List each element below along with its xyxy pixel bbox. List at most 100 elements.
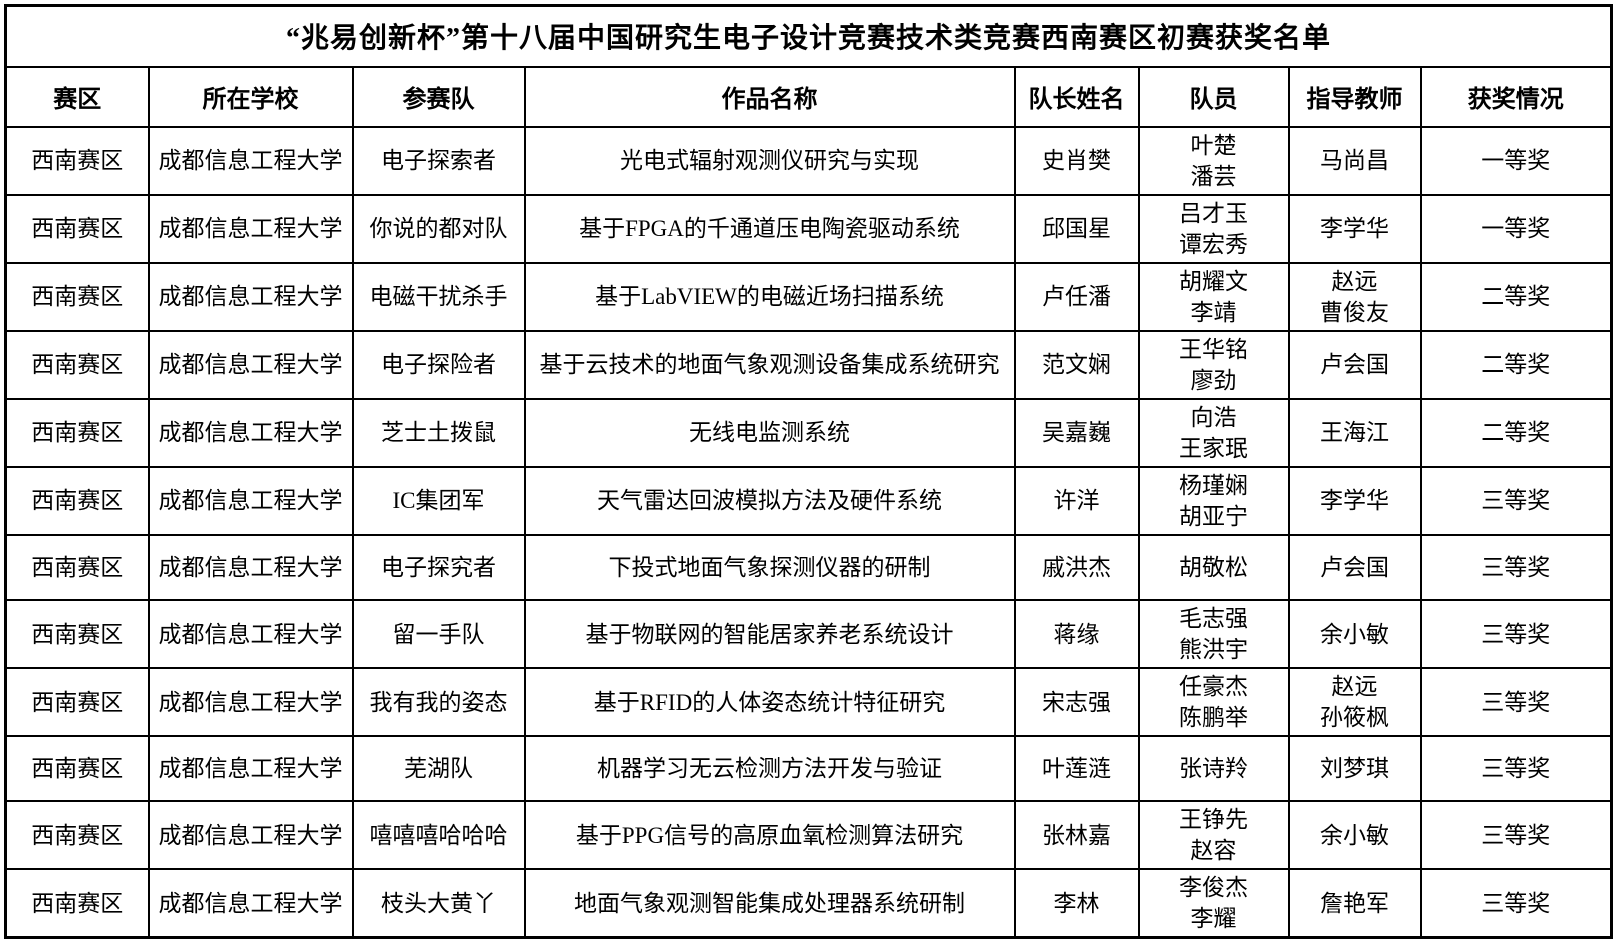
table-row: 西南赛区 成都信息工程大学 电子探索者 光电式辐射观测仪研究与实现 史肖樊 叶楚 潘芸 马尚… xyxy=(4,125,1613,196)
table-row: 西南赛区 成都信息工程大学 嘻嘻嘻哈哈哈 基于PPG信号的高原血氧检测算法研究 张林嘉王… xyxy=(4,800,1613,871)
cell-captain: 邱国星 xyxy=(1013,193,1140,264)
cell-award: 三等奖 xyxy=(1419,735,1613,803)
cell-advisor: 卢会国 xyxy=(1287,534,1422,602)
cell-members: 王华铭 廖劲 xyxy=(1137,329,1290,400)
cell-school: 成都信息工程大学 xyxy=(147,193,354,264)
cell-team: 你说的都对队 xyxy=(351,193,526,264)
cell-team: 嘻嘻嘻哈哈哈 xyxy=(351,800,526,871)
cell-members: 胡耀文 李靖 xyxy=(1137,261,1290,332)
title-row: “兆易创新杯”第十八届中国研究生电子设计竞赛技术类竞赛西南赛区初赛获奖名单 xyxy=(4,4,1613,68)
cell-work: 天气雷达回波模拟方法及硬件系统 xyxy=(523,465,1016,537)
cell-region: 西南赛区 xyxy=(4,800,150,871)
cell-school: 成都信息工程大学 xyxy=(147,397,354,468)
table-row: 西南赛区 成都信息工程大学 电磁干扰杀手 基于LabVIEW的电磁近场扫描系统 卢任潘胡… xyxy=(4,261,1613,332)
cell-award: 三等奖 xyxy=(1419,868,1613,939)
table-body: 西南赛区 成都信息工程大学 电子探索者 光电式辐射观测仪研究与实现 史肖樊 叶楚 潘芸 马尚… xyxy=(4,125,1613,939)
table-row: 西南赛区 成都信息工程大学 芝士土拨鼠 无线电监测系统 吴嘉巍 向浩 王家珉 王海江 二等奖 xyxy=(4,397,1613,468)
cell-region: 西南赛区 xyxy=(4,329,150,400)
column-header-award: 获奖情况 xyxy=(1419,65,1613,128)
cell-work: 基于RFID的人体姿态统计特征研究 xyxy=(523,667,1016,738)
cell-school: 成都信息工程大学 xyxy=(147,868,354,939)
cell-team: 电子探索者 xyxy=(351,125,526,196)
table-row: 西南赛区 成都信息工程大学 我有我的姿态 基于RFID的人体姿态统计特征研究 宋志强 任豪… xyxy=(4,667,1613,738)
cell-award: 三等奖 xyxy=(1419,534,1613,602)
column-header-members: 队员 xyxy=(1137,65,1290,128)
cell-work: 光电式辐射观测仪研究与实现 xyxy=(523,125,1016,196)
cell-school: 成都信息工程大学 xyxy=(147,599,354,670)
cell-region: 西南赛区 xyxy=(4,261,150,332)
column-header-school: 所在学校 xyxy=(147,65,354,128)
cell-award: 二等奖 xyxy=(1419,329,1613,400)
table-row: 西南赛区 成都信息工程大学 电子探险者 基于云技术的地面气象观测设备集成系统研究 范文娴… xyxy=(4,329,1613,400)
cell-work: 下投式地面气象探测仪器的研制 xyxy=(523,534,1016,602)
cell-team: IC集团军 xyxy=(351,465,526,537)
cell-team: 电子探险者 xyxy=(351,329,526,400)
column-header-work: 作品名称 xyxy=(523,65,1016,128)
cell-school: 成都信息工程大学 xyxy=(147,534,354,602)
cell-advisor: 李学华 xyxy=(1287,465,1422,537)
table-row: 西南赛区 成都信息工程大学 枝头大黄丫 地面气象观测智能集成处理器系统研制 李林 李俊杰 … xyxy=(4,868,1613,939)
column-header-region: 赛区 xyxy=(4,65,150,128)
cell-team: 电磁干扰杀手 xyxy=(351,261,526,332)
cell-captain: 吴嘉巍 xyxy=(1013,397,1140,468)
cell-region: 西南赛区 xyxy=(4,465,150,537)
cell-advisor: 赵远 曹俊友 xyxy=(1287,261,1422,332)
cell-captain: 张林嘉 xyxy=(1013,800,1140,871)
cell-advisor: 余小敏 xyxy=(1287,599,1422,670)
cell-award: 三等奖 xyxy=(1419,465,1613,537)
column-header-captain: 队长姓名 xyxy=(1013,65,1140,128)
cell-region: 西南赛区 xyxy=(4,125,150,196)
cell-captain: 蒋缘 xyxy=(1013,599,1140,670)
cell-advisor: 赵远 孙筱枫 xyxy=(1287,667,1422,738)
cell-members: 任豪杰 陈鹏举 xyxy=(1137,667,1290,738)
cell-work: 基于物联网的智能居家养老系统设计 xyxy=(523,599,1016,670)
cell-members: 杨瑾娴 胡亚宁 xyxy=(1137,465,1290,537)
cell-work: 基于云技术的地面气象观测设备集成系统研究 xyxy=(523,329,1016,400)
cell-members: 吕才玉 谭宏秀 xyxy=(1137,193,1290,264)
cell-team: 留一手队 xyxy=(351,599,526,670)
cell-award: 三等奖 xyxy=(1419,800,1613,871)
cell-captain: 叶莲涟 xyxy=(1013,735,1140,803)
cell-work: 基于PPG信号的高原血氧检测算法研究 xyxy=(523,800,1016,871)
awards-table: “兆易创新杯”第十八届中国研究生电子设计竞赛技术类竞赛西南赛区初赛获奖名单 赛区… xyxy=(4,4,1614,939)
column-header-team: 参赛队 xyxy=(351,65,526,128)
cell-captain: 李林 xyxy=(1013,868,1140,939)
cell-members: 王铮先 赵容 xyxy=(1137,800,1290,871)
cell-work: 无线电监测系统 xyxy=(523,397,1016,468)
cell-work: 地面气象观测智能集成处理器系统研制 xyxy=(523,868,1016,939)
cell-advisor: 马尚昌 xyxy=(1287,125,1422,196)
cell-advisor: 余小敏 xyxy=(1287,800,1422,871)
cell-work: 机器学习无云检测方法开发与验证 xyxy=(523,735,1016,803)
cell-school: 成都信息工程大学 xyxy=(147,261,354,332)
cell-award: 三等奖 xyxy=(1419,667,1613,738)
cell-award: 一等奖 xyxy=(1419,193,1613,264)
page-title: “兆易创新杯”第十八届中国研究生电子设计竞赛技术类竞赛西南赛区初赛获奖名单 xyxy=(4,4,1613,68)
cell-members: 胡敬松 xyxy=(1137,534,1290,602)
cell-advisor: 王海江 xyxy=(1287,397,1422,468)
table-row: 西南赛区 成都信息工程大学 IC集团军 天气雷达回波模拟方法及硬件系统 许洋 杨瑾娴 胡亚… xyxy=(4,465,1613,537)
cell-captain: 史肖樊 xyxy=(1013,125,1140,196)
cell-members: 张诗羚 xyxy=(1137,735,1290,803)
cell-members: 毛志强 熊洪宇 xyxy=(1137,599,1290,670)
column-header-advisor: 指导教师 xyxy=(1287,65,1422,128)
cell-school: 成都信息工程大学 xyxy=(147,800,354,871)
cell-work: 基于LabVIEW的电磁近场扫描系统 xyxy=(523,261,1016,332)
cell-members: 李俊杰 李耀 xyxy=(1137,868,1290,939)
cell-team: 枝头大黄丫 xyxy=(351,868,526,939)
cell-school: 成都信息工程大学 xyxy=(147,465,354,537)
cell-team: 芜湖队 xyxy=(351,735,526,803)
cell-advisor: 卢会国 xyxy=(1287,329,1422,400)
cell-advisor: 李学华 xyxy=(1287,193,1422,264)
header-row: 赛区 所在学校 参赛队 作品名称 队长姓名 队员 指导教师 获奖情况 xyxy=(4,65,1613,128)
cell-captain: 许洋 xyxy=(1013,465,1140,537)
table-row: 西南赛区 成都信息工程大学 电子探究者 下投式地面气象探测仪器的研制 戚洪杰 胡敬松 卢会国… xyxy=(4,534,1613,602)
cell-work: 基于FPGA的千通道压电陶瓷驱动系统 xyxy=(523,193,1016,264)
cell-school: 成都信息工程大学 xyxy=(147,667,354,738)
cell-region: 西南赛区 xyxy=(4,599,150,670)
cell-members: 叶楚 潘芸 xyxy=(1137,125,1290,196)
cell-team: 芝士土拨鼠 xyxy=(351,397,526,468)
cell-school: 成都信息工程大学 xyxy=(147,329,354,400)
cell-school: 成都信息工程大学 xyxy=(147,125,354,196)
cell-region: 西南赛区 xyxy=(4,534,150,602)
cell-advisor: 詹艳军 xyxy=(1287,868,1422,939)
